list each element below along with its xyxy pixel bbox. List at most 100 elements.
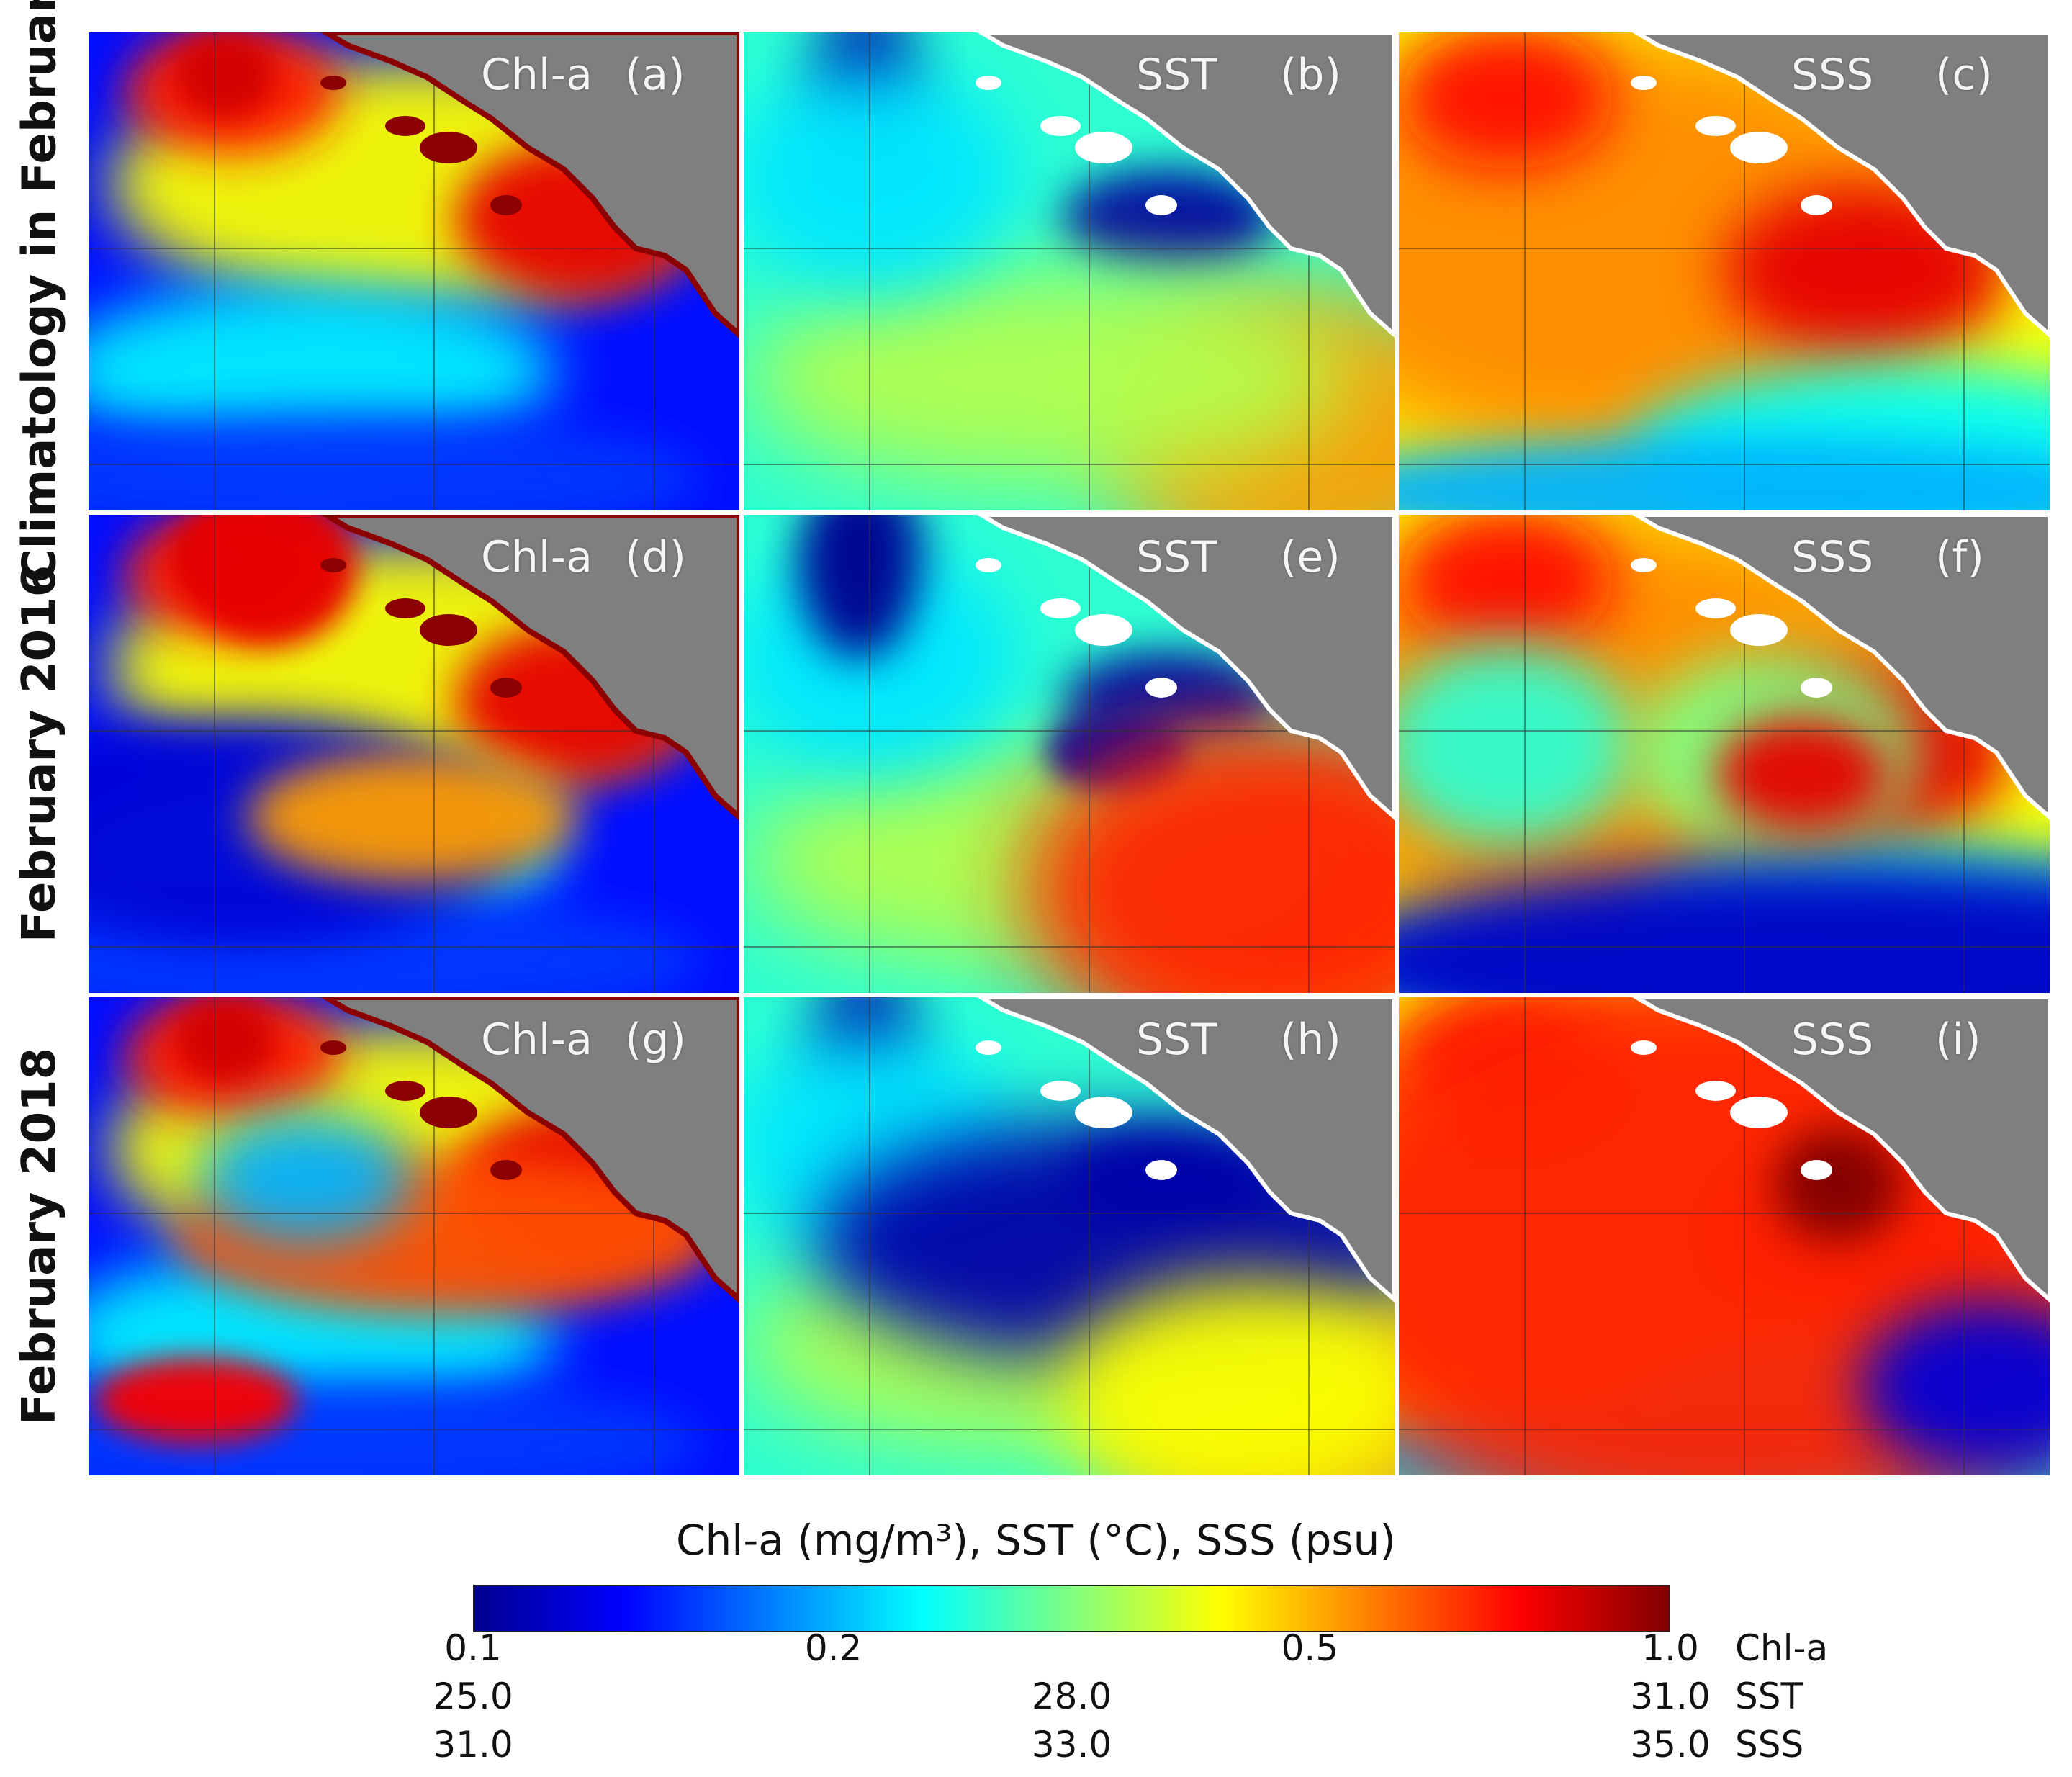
field-patch — [1399, 644, 1636, 846]
land-mass — [326, 997, 739, 1300]
island — [385, 1081, 425, 1101]
panel-variable-label: SST — [1136, 532, 1217, 582]
island — [1040, 598, 1081, 618]
land-mass — [326, 32, 739, 335]
island — [1695, 1081, 1736, 1101]
row-label-text: February 2018 — [13, 1047, 66, 1426]
field-patch — [175, 32, 276, 119]
land-mass — [1636, 32, 2050, 335]
coastline — [1632, 997, 2050, 1303]
land-mass — [981, 997, 1395, 1300]
island — [420, 614, 477, 646]
field-map — [89, 32, 739, 510]
panel-letter-label: (d) — [625, 532, 686, 582]
island — [1631, 558, 1657, 572]
field-patch — [1060, 169, 1276, 270]
field-patch — [89, 284, 557, 457]
field-patch — [744, 61, 1017, 292]
island — [1695, 598, 1736, 618]
map-panel-e: SST (e) — [744, 515, 1395, 993]
colorbar-scale-name: SSS — [1735, 1724, 1804, 1765]
coastline — [320, 997, 739, 1304]
island — [1730, 132, 1788, 163]
island — [1695, 116, 1736, 136]
island — [490, 195, 522, 215]
colorbar-tick-label: 1.0 — [1641, 1627, 1699, 1669]
field-patch — [1399, 515, 1615, 652]
island — [1040, 116, 1081, 136]
colorbar-scale-name: SST — [1735, 1675, 1803, 1717]
island — [320, 76, 346, 90]
colorbar-tick-label: 25.0 — [433, 1675, 513, 1717]
land-mass — [981, 515, 1395, 817]
island — [320, 1040, 346, 1055]
row-label-climatology: Climatology in February — [0, 0, 79, 582]
coastline — [320, 32, 739, 339]
coastline — [977, 997, 1395, 1303]
field-patch — [1060, 1278, 1395, 1475]
island — [1730, 614, 1788, 646]
island — [1075, 1097, 1132, 1128]
panel-variable-label: SSS — [1791, 50, 1874, 100]
land-mass — [1636, 515, 2050, 817]
island — [1801, 678, 1832, 698]
colorbar-caption: Chl-a (mg/m³), SST (°C), SSS (psu) — [675, 1516, 1397, 1565]
map-panel-h: SST (h) — [744, 997, 1395, 1475]
island — [320, 558, 346, 572]
coastline — [977, 32, 1395, 338]
island — [1631, 76, 1657, 90]
field-patch — [96, 1357, 297, 1444]
coastline — [1632, 32, 2050, 338]
panel-variable-label: SSS — [1791, 1015, 1874, 1065]
island — [976, 76, 1001, 90]
land-mass — [1636, 997, 2050, 1300]
field-map — [744, 997, 1395, 1475]
map-panel-c: SSS (c) — [1399, 32, 2050, 510]
field-map — [744, 32, 1395, 510]
colorbar-tick-label: 0.1 — [444, 1627, 502, 1669]
panel-letter-label: (c) — [1935, 50, 1993, 100]
field-patch — [247, 752, 578, 882]
coastline — [977, 515, 1395, 821]
island — [385, 598, 425, 618]
map-panel-b: SST (b) — [744, 32, 1395, 510]
field-patch — [801, 515, 916, 659]
panel-letter-label: (f) — [1935, 532, 1984, 582]
row-label-2018: February 2018 — [0, 997, 79, 1475]
colorbar — [473, 1585, 1670, 1632]
colorbar-tick-label: 28.0 — [1031, 1675, 1112, 1717]
field-patch — [197, 1112, 413, 1242]
field-map — [1399, 32, 2050, 510]
colorbar-tick-label: 0.2 — [804, 1627, 862, 1669]
panel-variable-label: Chl-a — [481, 532, 593, 582]
panel-variable-label: SST — [1136, 50, 1217, 100]
island — [385, 116, 425, 136]
panel-variable-label: SST — [1136, 1015, 1217, 1065]
field-map — [744, 515, 1395, 993]
panel-variable-label: Chl-a — [481, 1015, 593, 1065]
colorbar-tick-label: 31.0 — [1630, 1675, 1711, 1717]
island — [1145, 678, 1177, 698]
island — [1075, 132, 1132, 163]
island — [420, 132, 477, 163]
field-map — [89, 997, 739, 1475]
field-patch — [744, 270, 1348, 486]
island — [1730, 1097, 1788, 1128]
coastline — [320, 515, 739, 822]
coastline — [1632, 515, 2050, 821]
panel-letter-label: (b) — [1280, 50, 1341, 100]
colorbar-scale-name: Chl-a — [1735, 1627, 1829, 1669]
field-map — [89, 515, 739, 993]
panel-letter-label: (e) — [1280, 532, 1341, 582]
panel-letter-label: (h) — [1280, 1015, 1341, 1065]
map-panel-a: Chl-a (a) — [89, 32, 739, 510]
field-map — [1399, 997, 2050, 1475]
map-panel-d: Chl-a (d) — [89, 515, 739, 993]
map-panel-f: SSS (f) — [1399, 515, 2050, 993]
island — [490, 678, 522, 698]
panel-letter-label: (i) — [1935, 1015, 1981, 1065]
panel-variable-label: SSS — [1791, 532, 1874, 582]
colorbar-tick-label: 0.5 — [1281, 1627, 1339, 1669]
panel-letter-label: (a) — [625, 50, 685, 100]
map-panel-i: SSS (i) — [1399, 997, 2050, 1475]
